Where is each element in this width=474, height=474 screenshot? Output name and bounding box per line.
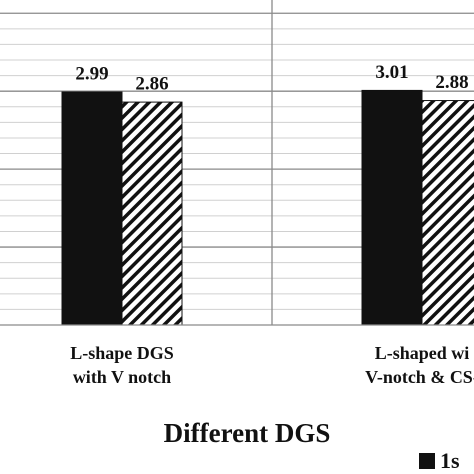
x-tick-label: L-shaped wi <box>375 343 470 363</box>
value-label: 3.01 <box>375 62 408 83</box>
legend-label: 1s <box>440 448 460 473</box>
bar <box>361 89 423 326</box>
legend-swatch <box>419 453 435 469</box>
bar <box>421 100 474 326</box>
value-label: 2.86 <box>135 73 168 94</box>
x-tick-label: with V notch <box>73 367 171 387</box>
value-label: 2.88 <box>435 72 468 93</box>
bar <box>61 91 123 326</box>
x-tick-label: V-notch & CS- <box>365 367 474 387</box>
bar <box>121 101 183 326</box>
x-tick-label: L-shape DGS <box>70 343 174 363</box>
x-axis-title: Different DGS <box>164 418 331 448</box>
value-label: 2.99 <box>75 63 108 84</box>
bar-layer: 2.99 2.86 3.01 2.88 <box>61 62 474 326</box>
